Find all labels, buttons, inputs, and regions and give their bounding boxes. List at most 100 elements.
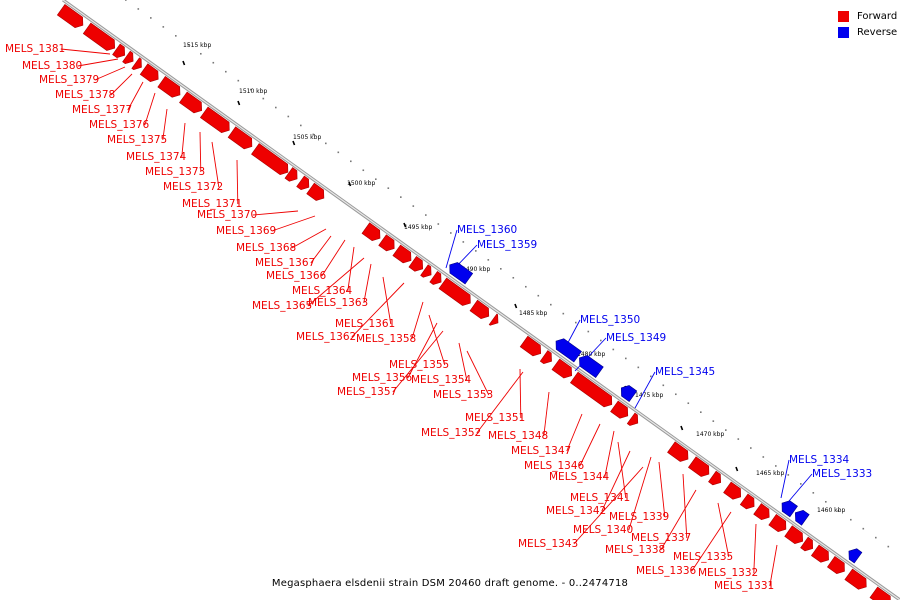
gene-label-forward[interactable]: MELS_1343 [518, 466, 644, 550]
gene-label-forward[interactable]: MELS_1377 [72, 81, 144, 116]
gene-label-text: MELS_1334 [789, 454, 849, 466]
gene-label-forward[interactable]: MELS_1344 [549, 430, 615, 483]
forward-gene-block[interactable] [251, 143, 289, 176]
forward-gene-block[interactable] [708, 470, 722, 486]
forward-gene-block[interactable] [768, 513, 787, 533]
forward-gene-block[interactable] [199, 106, 230, 134]
gene-label-forward[interactable]: MELS_1351 [465, 368, 525, 424]
forward-gene-block[interactable] [626, 412, 639, 426]
gene-label-forward[interactable]: MELS_1346 [524, 423, 601, 472]
gene-label-forward[interactable]: MELS_1358 [356, 301, 424, 345]
gene-label-forward[interactable]: MELS_1357 [337, 330, 444, 398]
gene-label-forward[interactable]: MELS_1376 [89, 92, 156, 131]
forward-gene-block[interactable] [539, 350, 552, 365]
gene-label-forward[interactable]: MELS_1353 [433, 350, 493, 401]
gene-label-forward[interactable]: MELS_1336 [636, 511, 732, 577]
gene-label-reverse[interactable]: MELS_1345 [634, 366, 715, 409]
forward-gene-block[interactable] [739, 493, 755, 510]
gene-label-forward[interactable]: MELS_1372 [163, 141, 223, 193]
gene-label-forward[interactable]: MELS_1340 [573, 456, 652, 536]
forward-gene-block[interactable] [784, 525, 804, 545]
gene-label-forward[interactable]: MELS_1367 [255, 235, 332, 269]
gene-label-forward[interactable]: MELS_1366 [266, 239, 346, 282]
gene-label-forward[interactable]: MELS_1362 [296, 282, 405, 343]
forward-gene-block[interactable] [56, 3, 84, 29]
gene-label-reverse[interactable]: MELS_1360 [445, 224, 517, 269]
reverse-gene-block[interactable] [848, 548, 863, 564]
gene-label-forward[interactable]: MELS_1342 [546, 450, 631, 517]
forward-gene-block[interactable] [306, 182, 325, 201]
forward-gene-block[interactable] [392, 244, 412, 264]
forward-gene-block[interactable] [753, 503, 770, 521]
forward-gene-block[interactable] [438, 277, 471, 306]
reverse-gene-block[interactable] [620, 385, 638, 403]
gene-label-forward[interactable]: MELS_1379 [39, 66, 126, 86]
forward-gene-block[interactable] [569, 371, 613, 408]
gene-label-text: MELS_1345 [655, 366, 715, 378]
gene-label-reverse[interactable]: MELS_1333 [788, 468, 872, 502]
forward-gene-block[interactable] [667, 441, 689, 462]
forward-gene-block[interactable] [378, 234, 395, 252]
gene-label-reverse[interactable]: MELS_1334 [780, 454, 849, 499]
forward-gene-block[interactable] [551, 358, 573, 379]
reverse-gene-block[interactable] [555, 338, 582, 363]
forward-gene-block[interactable] [810, 544, 829, 563]
gene-label-forward[interactable]: MELS_1355 [389, 314, 449, 371]
forward-gene-block[interactable] [131, 57, 142, 71]
gene-label-forward[interactable]: MELS_1347 [511, 413, 583, 457]
forward-gene-block[interactable] [408, 255, 424, 272]
forward-gene-block[interactable] [227, 126, 253, 150]
gene-label-forward[interactable]: MELS_1378 [55, 73, 133, 101]
axis-dot [125, 0, 127, 1]
gene-label-forward[interactable]: MELS_1335 [673, 502, 733, 563]
forward-gene-block[interactable] [723, 481, 742, 500]
forward-gene-block[interactable] [869, 586, 891, 600]
reverse-gene-block[interactable] [579, 355, 604, 379]
gene-label-forward[interactable]: MELS_1374 [126, 122, 186, 163]
gene-label-forward[interactable]: MELS_1331 [714, 544, 778, 592]
gene-label-forward[interactable]: MELS_1356 [352, 322, 438, 384]
forward-gene-block[interactable] [361, 222, 381, 242]
forward-gene-block[interactable] [420, 264, 432, 278]
forward-gene-block[interactable] [687, 456, 710, 477]
forward-gene-block[interactable] [157, 75, 181, 98]
forward-gene-block[interactable] [139, 63, 159, 83]
forward-gene-block[interactable] [610, 400, 629, 419]
gene-label-forward[interactable]: MELS_1371 [182, 159, 242, 210]
gene-label-forward[interactable]: MELS_1380 [22, 58, 119, 72]
gene-label-forward[interactable]: MELS_1332 [698, 523, 758, 579]
gene-label-forward[interactable]: MELS_1373 [145, 131, 205, 178]
gene-label-forward[interactable]: MELS_1368 [236, 228, 327, 254]
gene-label-forward[interactable]: MELS_1348 [488, 391, 550, 442]
forward-gene-block[interactable] [112, 43, 126, 59]
gene-label-forward[interactable]: MELS_1337 [631, 473, 691, 544]
reverse-gene-block[interactable] [794, 509, 810, 526]
forward-gene-block[interactable] [469, 299, 490, 320]
forward-gene-block[interactable] [122, 50, 134, 65]
forward-gene-block[interactable] [82, 22, 116, 51]
forward-gene-block[interactable] [488, 313, 499, 326]
forward-gene-block[interactable] [519, 335, 542, 357]
forward-gene-block[interactable] [429, 270, 442, 285]
gene-label-forward[interactable]: MELS_1363 [308, 263, 372, 309]
forward-gene-block[interactable] [800, 536, 814, 552]
gene-label-forward[interactable]: MELS_1370 [197, 209, 299, 221]
gene-label-forward[interactable]: MELS_1365 [252, 257, 365, 312]
forward-gene-block[interactable] [844, 568, 867, 590]
gene-label-forward[interactable]: MELS_1339 [609, 461, 669, 523]
gene-label-forward[interactable]: MELS_1354 [411, 342, 471, 386]
reverse-gene-block[interactable] [781, 500, 798, 518]
gene-label-reverse[interactable]: MELS_1349 [574, 332, 666, 372]
gene-label-forward[interactable]: MELS_1338 [605, 489, 697, 556]
gene-label-forward[interactable]: MELS_1369 [216, 215, 316, 237]
gene-label-reverse[interactable]: MELS_1359 [452, 239, 537, 271]
forward-gene-block[interactable] [296, 175, 310, 191]
forward-gene-block[interactable] [284, 167, 298, 182]
gene-label-forward[interactable]: MELS_1352 [421, 371, 524, 439]
gene-label-forward[interactable]: MELS_1381 [5, 43, 111, 55]
forward-gene-block[interactable] [826, 555, 845, 575]
forward-gene-block[interactable] [179, 91, 203, 114]
gene-label-forward[interactable]: MELS_1341 [570, 441, 630, 504]
gene-label-forward[interactable]: MELS_1375 [107, 108, 168, 146]
gene-label-reverse[interactable]: MELS_1350 [562, 314, 640, 353]
